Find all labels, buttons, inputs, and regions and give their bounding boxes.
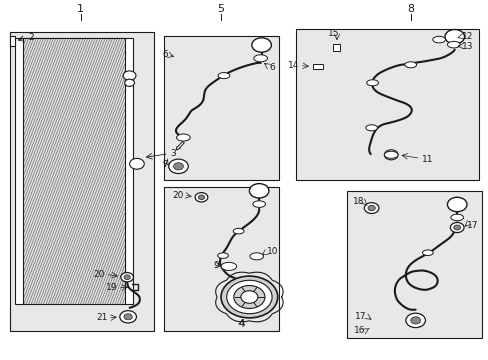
Text: 6: 6 xyxy=(268,63,274,72)
Circle shape xyxy=(124,79,134,86)
Ellipse shape xyxy=(253,55,267,62)
Circle shape xyxy=(120,311,136,323)
Circle shape xyxy=(226,280,271,314)
Bar xyxy=(23,38,124,304)
Text: 20: 20 xyxy=(172,191,183,199)
Text: 1: 1 xyxy=(77,4,84,14)
Ellipse shape xyxy=(249,253,263,260)
Text: 7: 7 xyxy=(162,161,167,169)
Circle shape xyxy=(168,159,188,174)
Ellipse shape xyxy=(176,134,190,141)
FancyBboxPatch shape xyxy=(163,187,278,331)
Circle shape xyxy=(410,317,420,324)
Circle shape xyxy=(124,275,130,280)
Circle shape xyxy=(444,30,464,44)
Text: 8: 8 xyxy=(407,4,413,14)
Text: 9: 9 xyxy=(213,261,219,270)
Text: 20: 20 xyxy=(94,270,105,279)
Circle shape xyxy=(241,291,257,303)
FancyArrow shape xyxy=(176,142,184,150)
Text: 2: 2 xyxy=(28,33,34,42)
Circle shape xyxy=(447,197,466,212)
Circle shape xyxy=(195,193,207,202)
Circle shape xyxy=(129,158,144,169)
Text: 12: 12 xyxy=(461,32,472,41)
Circle shape xyxy=(198,195,204,199)
FancyBboxPatch shape xyxy=(163,36,278,180)
Circle shape xyxy=(233,285,264,309)
Text: 16: 16 xyxy=(353,326,365,335)
Text: 21: 21 xyxy=(96,313,107,323)
Text: 11: 11 xyxy=(421,154,432,163)
Bar xyxy=(10,36,15,46)
Circle shape xyxy=(123,71,136,80)
Ellipse shape xyxy=(450,214,463,221)
Ellipse shape xyxy=(365,125,377,131)
Text: 15: 15 xyxy=(327,29,339,37)
Bar xyxy=(124,38,133,304)
FancyBboxPatch shape xyxy=(346,191,481,338)
Text: 17: 17 xyxy=(466,220,478,230)
Ellipse shape xyxy=(422,250,432,256)
Text: 14: 14 xyxy=(287,61,299,70)
Circle shape xyxy=(453,225,460,230)
Text: 6: 6 xyxy=(162,50,167,59)
Circle shape xyxy=(364,203,378,213)
Text: 17: 17 xyxy=(354,311,366,320)
Text: 10: 10 xyxy=(266,248,278,256)
Circle shape xyxy=(121,273,133,282)
Circle shape xyxy=(124,314,132,320)
Bar xyxy=(333,44,340,51)
Ellipse shape xyxy=(252,201,265,207)
Text: 3: 3 xyxy=(170,149,176,158)
Ellipse shape xyxy=(432,36,445,43)
Ellipse shape xyxy=(447,41,459,48)
Bar xyxy=(312,64,322,69)
Circle shape xyxy=(367,205,375,211)
Circle shape xyxy=(449,222,463,233)
Text: 4: 4 xyxy=(239,319,244,329)
Bar xyxy=(15,38,23,304)
Ellipse shape xyxy=(404,62,416,68)
Circle shape xyxy=(384,150,397,160)
Text: 5: 5 xyxy=(217,4,224,14)
Ellipse shape xyxy=(217,253,228,258)
Circle shape xyxy=(251,38,271,52)
Ellipse shape xyxy=(218,73,229,78)
Ellipse shape xyxy=(221,262,236,270)
Circle shape xyxy=(221,276,277,318)
FancyBboxPatch shape xyxy=(10,32,154,331)
Circle shape xyxy=(249,184,268,198)
Ellipse shape xyxy=(233,228,244,234)
Ellipse shape xyxy=(366,80,378,86)
Text: 19: 19 xyxy=(105,284,117,292)
Text: 13: 13 xyxy=(461,41,473,50)
Circle shape xyxy=(173,163,183,170)
Ellipse shape xyxy=(384,151,397,158)
Circle shape xyxy=(405,313,425,328)
Text: 18: 18 xyxy=(352,197,364,206)
FancyBboxPatch shape xyxy=(295,29,478,180)
